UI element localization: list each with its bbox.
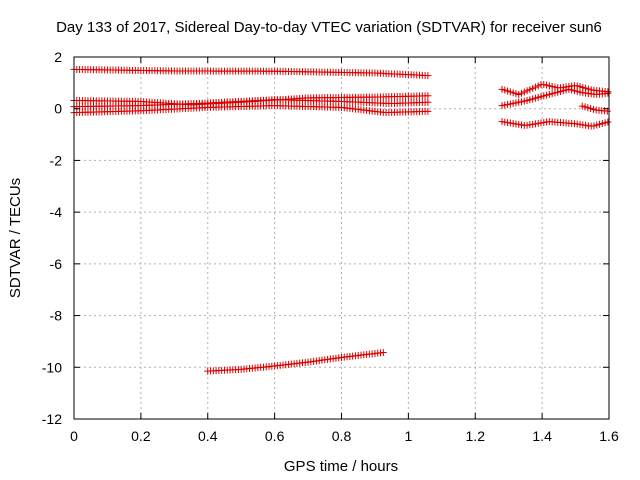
y-tick-label: -2: [50, 152, 63, 168]
grid-lines: [74, 57, 609, 419]
series-track-7: [498, 85, 612, 110]
y-tick-label: 0: [54, 101, 62, 117]
data-point: [424, 107, 432, 115]
data-point: [424, 98, 432, 106]
x-tick-label: 0.4: [198, 428, 218, 444]
y-tick-label: -10: [42, 359, 62, 375]
chart-title: Day 133 of 2017, Sidereal Day-to-day VTE…: [56, 19, 602, 36]
y-tick-label: -8: [50, 308, 63, 324]
axis-ticks: 0 0.2 0.4 0.6 0.8 1 1.2 1.4 1.6 2 0 -2 -4 -6 -8 -10 -12: [42, 49, 619, 444]
x-tick-label: 1.2: [466, 428, 486, 444]
data-point: [424, 92, 432, 100]
data-point: [424, 72, 432, 80]
x-tick-label: 1: [404, 428, 412, 444]
series-track-5: [204, 348, 387, 375]
series-track-9: [498, 118, 612, 130]
x-tick-label: 0.8: [332, 428, 352, 444]
y-tick-label: -6: [50, 256, 63, 272]
y-axis-label: SDTVAR / TECUs: [7, 178, 24, 298]
data-point: [379, 348, 387, 356]
data-points: [70, 65, 612, 375]
series-track-8: [578, 102, 611, 115]
series-track-4: [70, 102, 432, 117]
y-tick-label: 2: [54, 49, 62, 65]
x-axis-label: GPS time / hours: [284, 458, 398, 475]
x-tick-label: 0.2: [131, 428, 151, 444]
y-tick-label: -4: [50, 204, 63, 220]
x-tick-label: 0.6: [265, 428, 285, 444]
data-point: [604, 118, 612, 126]
y-tick-label: -12: [42, 411, 62, 427]
x-tick-label: 1.6: [599, 428, 619, 444]
x-tick-label: 0: [70, 428, 78, 444]
series-track-3: [70, 96, 432, 111]
x-tick-label: 1.4: [532, 428, 552, 444]
data-point: [604, 89, 612, 97]
